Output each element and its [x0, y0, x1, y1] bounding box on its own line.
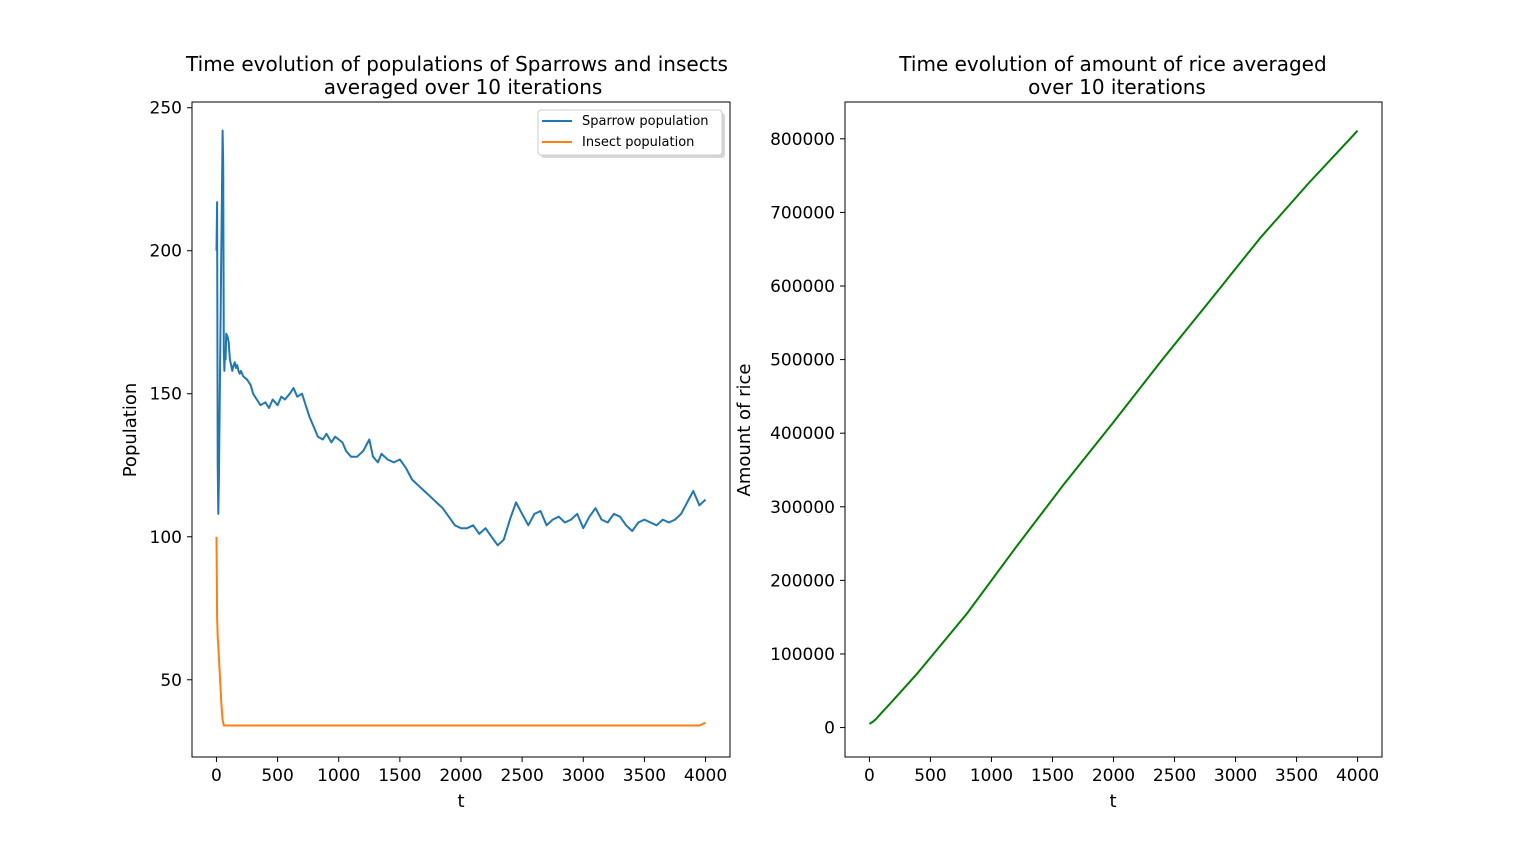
rice-series-layer — [868, 130, 1359, 725]
y-tick-label: 400000 — [770, 424, 835, 444]
x-tick-label: 500 — [261, 766, 293, 786]
x-tick-label: 1500 — [378, 766, 421, 786]
x-tick-label: 1000 — [317, 766, 360, 786]
population-legend: Sparrow population Insect population — [537, 109, 725, 158]
population-y-axis-label: Population — [120, 383, 141, 478]
x-tick-label: 2500 — [1153, 766, 1196, 786]
x-tick-label: 1500 — [1031, 766, 1074, 786]
series-line-1-0 — [868, 130, 1359, 725]
y-tick-label: 0 — [824, 719, 835, 739]
y-tick-label: 700000 — [770, 203, 835, 223]
rice-chart: Time evolution of amount of rice average… — [734, 52, 1383, 812]
y-tick-label: 800000 — [770, 130, 835, 150]
x-tick-label: 2000 — [439, 766, 482, 786]
population-x-ticks: 0 500 1000 1500 2000 2500 3000 3500 4000 — [211, 757, 727, 786]
x-tick-label: 3000 — [1214, 766, 1257, 786]
x-tick-label: 2500 — [501, 766, 544, 786]
rice-y-axis-label: Amount of rice — [734, 364, 755, 497]
legend-label-insect: Insect population — [582, 135, 694, 150]
rice-x-axis-label: t — [1109, 791, 1116, 812]
rice-chart-title-line2: over 10 iterations — [1028, 75, 1206, 99]
legend-box — [537, 109, 723, 156]
rice-axes-frame — [844, 101, 1383, 758]
population-y-ticks: 50 100 150 200 250 — [150, 99, 192, 691]
y-tick-label: 300000 — [770, 498, 835, 518]
rice-y-ticks: 0 100000 200000 300000 400000 500000 600000 700… — [770, 130, 845, 739]
y-tick-label: 200000 — [770, 571, 835, 591]
population-axes-frame — [191, 101, 731, 758]
x-tick-label: 0 — [211, 766, 222, 786]
rice-chart-title-line1: Time evolution of amount of rice average… — [898, 52, 1326, 76]
population-chart-title-line1: Time evolution of populations of Sparrow… — [185, 52, 728, 76]
y-tick-label: 600000 — [770, 277, 835, 297]
y-tick-label: 250 — [150, 99, 182, 119]
y-tick-label: 200 — [150, 242, 182, 262]
y-tick-label: 100 — [150, 528, 182, 548]
series-line-0-1 — [215, 536, 706, 727]
x-tick-label: 500 — [914, 766, 946, 786]
x-tick-label: 3500 — [623, 766, 666, 786]
population-chart-title-line2: averaged over 10 iterations — [324, 75, 603, 99]
series-line-0-0 — [215, 129, 707, 547]
x-tick-label: 4000 — [684, 766, 727, 786]
y-tick-label: 100000 — [770, 645, 835, 665]
y-tick-label: 150 — [150, 385, 182, 405]
rice-x-ticks: 0 500 1000 1500 2000 2500 3000 3500 4000 — [864, 757, 1379, 786]
population-x-axis-label: t — [457, 791, 464, 812]
population-chart: Time evolution of populations of Sparrow… — [120, 52, 731, 812]
y-tick-label: 50 — [160, 671, 182, 691]
x-tick-label: 1000 — [970, 766, 1013, 786]
x-tick-label: 3500 — [1275, 766, 1318, 786]
x-tick-label: 4000 — [1336, 766, 1379, 786]
x-tick-label: 3000 — [562, 766, 605, 786]
legend-label-sparrow: Sparrow population — [582, 114, 709, 129]
population-series-layer — [215, 129, 707, 727]
x-tick-label: 0 — [864, 766, 875, 786]
x-tick-label: 2000 — [1092, 766, 1135, 786]
y-tick-label: 500000 — [770, 351, 835, 371]
